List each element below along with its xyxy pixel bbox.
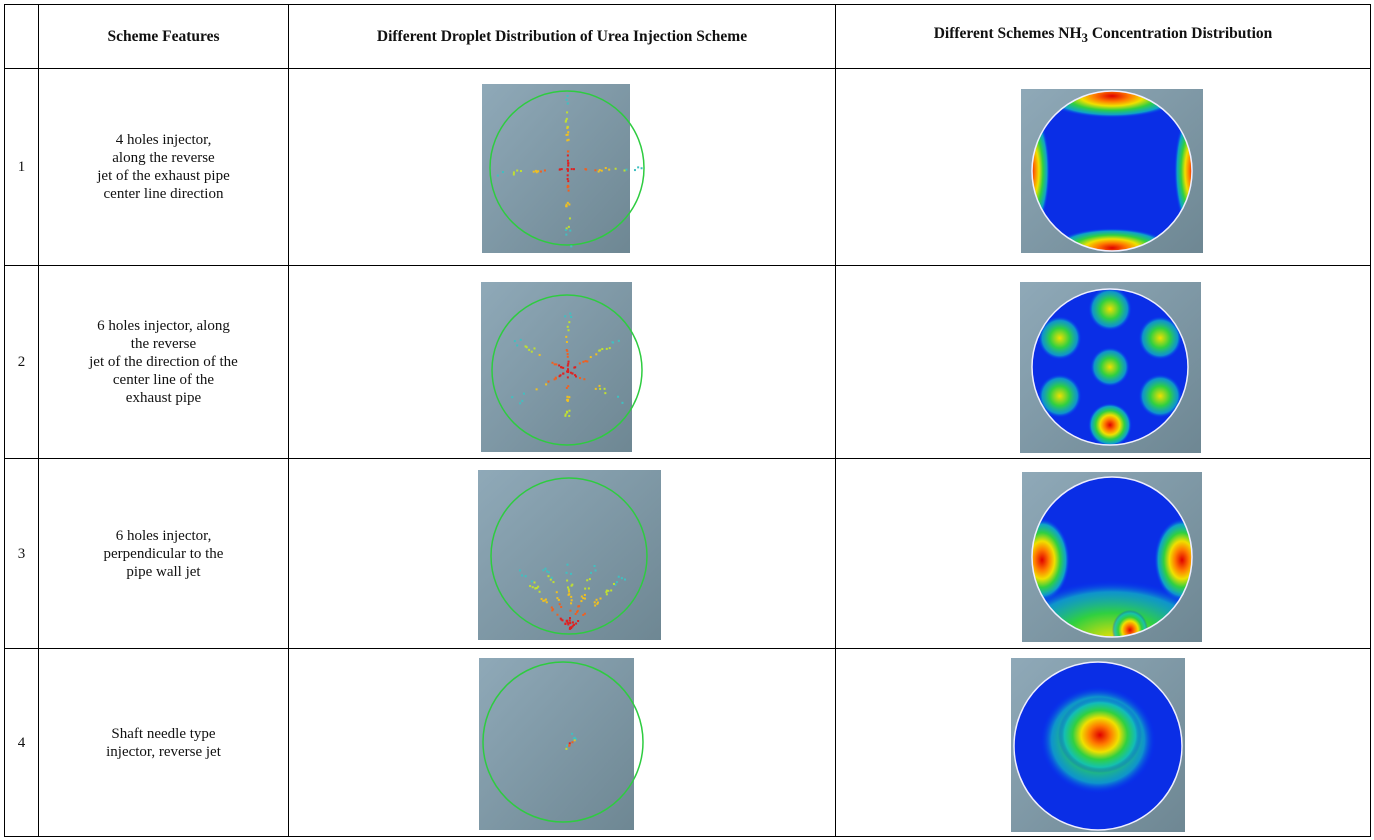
- header-cell: Different Droplet Distribution of Urea I…: [289, 5, 836, 69]
- image-cell: [836, 649, 1371, 837]
- row-number: 1: [5, 69, 39, 266]
- header-cell: Scheme Features: [39, 5, 289, 69]
- image-cell: [289, 459, 836, 649]
- feature-cell: 4 holes injector, along the reverse jet …: [39, 69, 289, 266]
- header-cell: Different Schemes NH3 Concentration Dist…: [836, 5, 1371, 69]
- image-cell: [289, 649, 836, 837]
- row-number: 2: [5, 266, 39, 459]
- feature-cell: 6 holes injector, along the reverse jet …: [39, 266, 289, 459]
- image-cell: [836, 69, 1371, 266]
- feature-cell: 6 holes injector, perpendicular to the p…: [39, 459, 289, 649]
- scheme-table: Scheme Features Different Droplet Distri…: [4, 4, 1371, 837]
- feature-cell: Shaft needle type injector, reverse jet: [39, 649, 289, 837]
- image-cell: [289, 69, 836, 266]
- header-text: Concentration Distribution: [1088, 25, 1272, 42]
- header-cell: [5, 5, 39, 69]
- row-number: 4: [5, 649, 39, 837]
- row-number: 3: [5, 459, 39, 649]
- header-row: Scheme Features Different Droplet Distri…: [5, 5, 1371, 69]
- page: Scheme Features Different Droplet Distri…: [0, 0, 1374, 840]
- image-cell: [836, 266, 1371, 459]
- image-cell: [836, 459, 1371, 649]
- header-text: Different Schemes NH: [934, 25, 1082, 42]
- image-cell: [289, 266, 836, 459]
